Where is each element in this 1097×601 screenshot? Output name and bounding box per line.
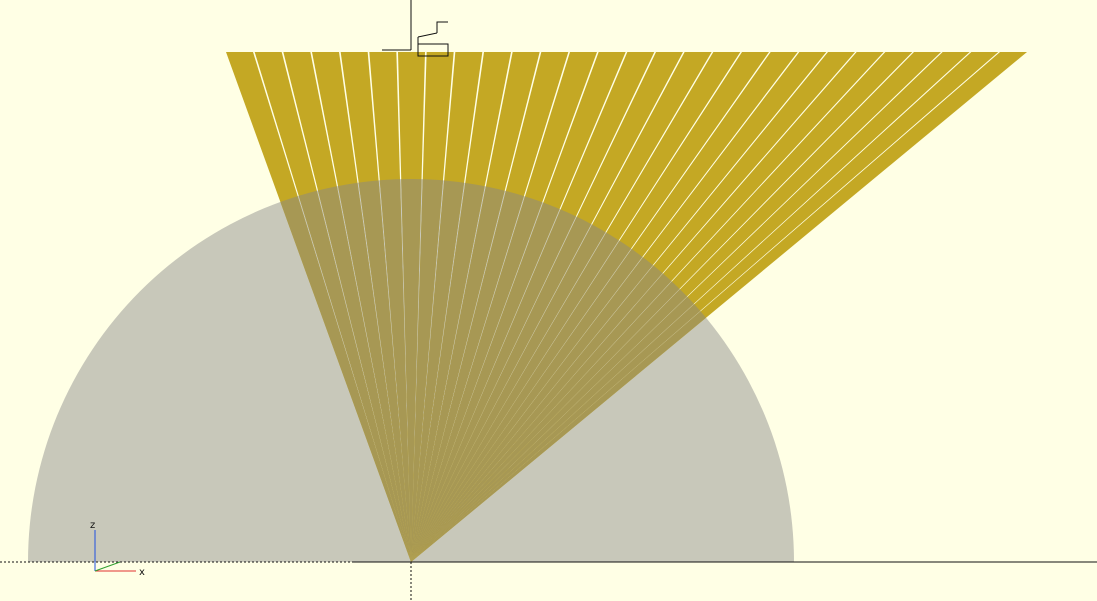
gizmo-x-label: x: [139, 567, 145, 578]
ray-overlap: [411, 179, 794, 562]
ray-overlap: [411, 179, 454, 562]
ray: [411, 52, 626, 562]
ray: [411, 52, 483, 562]
ray-overlap: [398, 179, 425, 562]
ray-overlap: [283, 179, 411, 562]
ray-overlap: [369, 179, 411, 562]
ray-overlap: [411, 179, 794, 562]
ray-overlap: [411, 179, 794, 562]
gizmo-z-label: z: [90, 520, 95, 531]
ray-overlap: [411, 179, 569, 562]
gizmo-y-axis: [94, 561, 121, 572]
ray-overlap: [411, 179, 741, 562]
ray-overlap: [411, 179, 794, 562]
ray-overlap: [411, 179, 655, 562]
scale-marker: [417, 21, 449, 57]
ray: [411, 52, 712, 562]
axes-gizmo: z x: [90, 520, 145, 578]
ray: [340, 52, 411, 562]
